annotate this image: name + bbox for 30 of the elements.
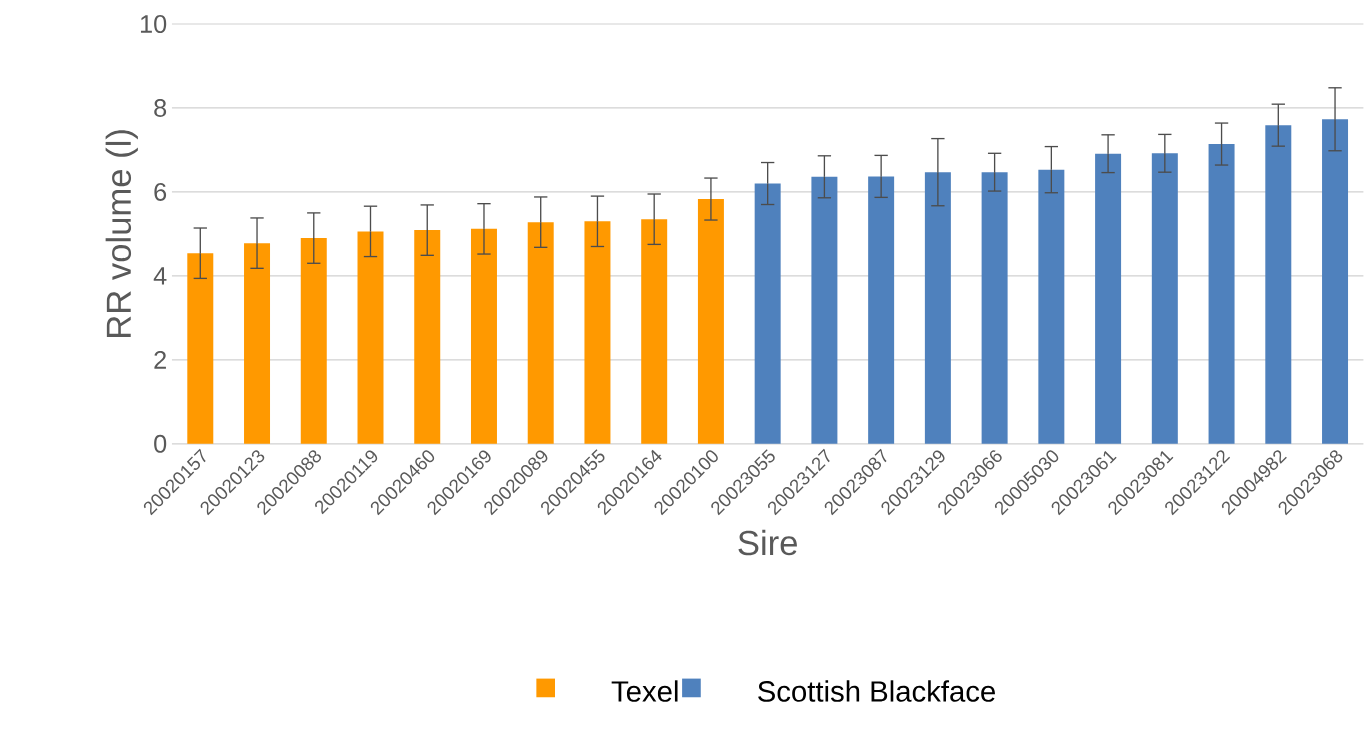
bar — [357, 231, 384, 444]
legend-label: Scottish Blackface — [758, 680, 995, 702]
legend-label: Texel — [611, 680, 678, 702]
bar — [697, 199, 724, 444]
bar — [1208, 144, 1235, 444]
bar — [414, 230, 441, 444]
y-axis-title: RR volume (l) — [105, 130, 138, 338]
bar — [244, 243, 271, 444]
bar — [187, 253, 214, 444]
bar — [1322, 119, 1349, 444]
bar — [924, 172, 951, 444]
bar — [868, 176, 895, 444]
bar — [527, 222, 554, 444]
bar — [1095, 153, 1122, 444]
y-tick-label: 6 — [154, 183, 167, 202]
y-tick-label: 8 — [154, 99, 167, 118]
bar — [641, 219, 668, 444]
bar — [470, 229, 497, 444]
bar — [300, 238, 327, 444]
bar — [754, 183, 781, 444]
y-tick-label: 10 — [140, 15, 167, 34]
x-axis-title: Sire — [738, 529, 797, 556]
bar — [584, 221, 611, 444]
bar — [1265, 125, 1292, 444]
bar — [1038, 169, 1065, 444]
bar — [811, 176, 838, 444]
bar — [981, 172, 1008, 444]
y-tick-label: 4 — [153, 267, 167, 285]
bar — [1151, 153, 1178, 444]
y-tick-label: 2 — [154, 351, 166, 369]
